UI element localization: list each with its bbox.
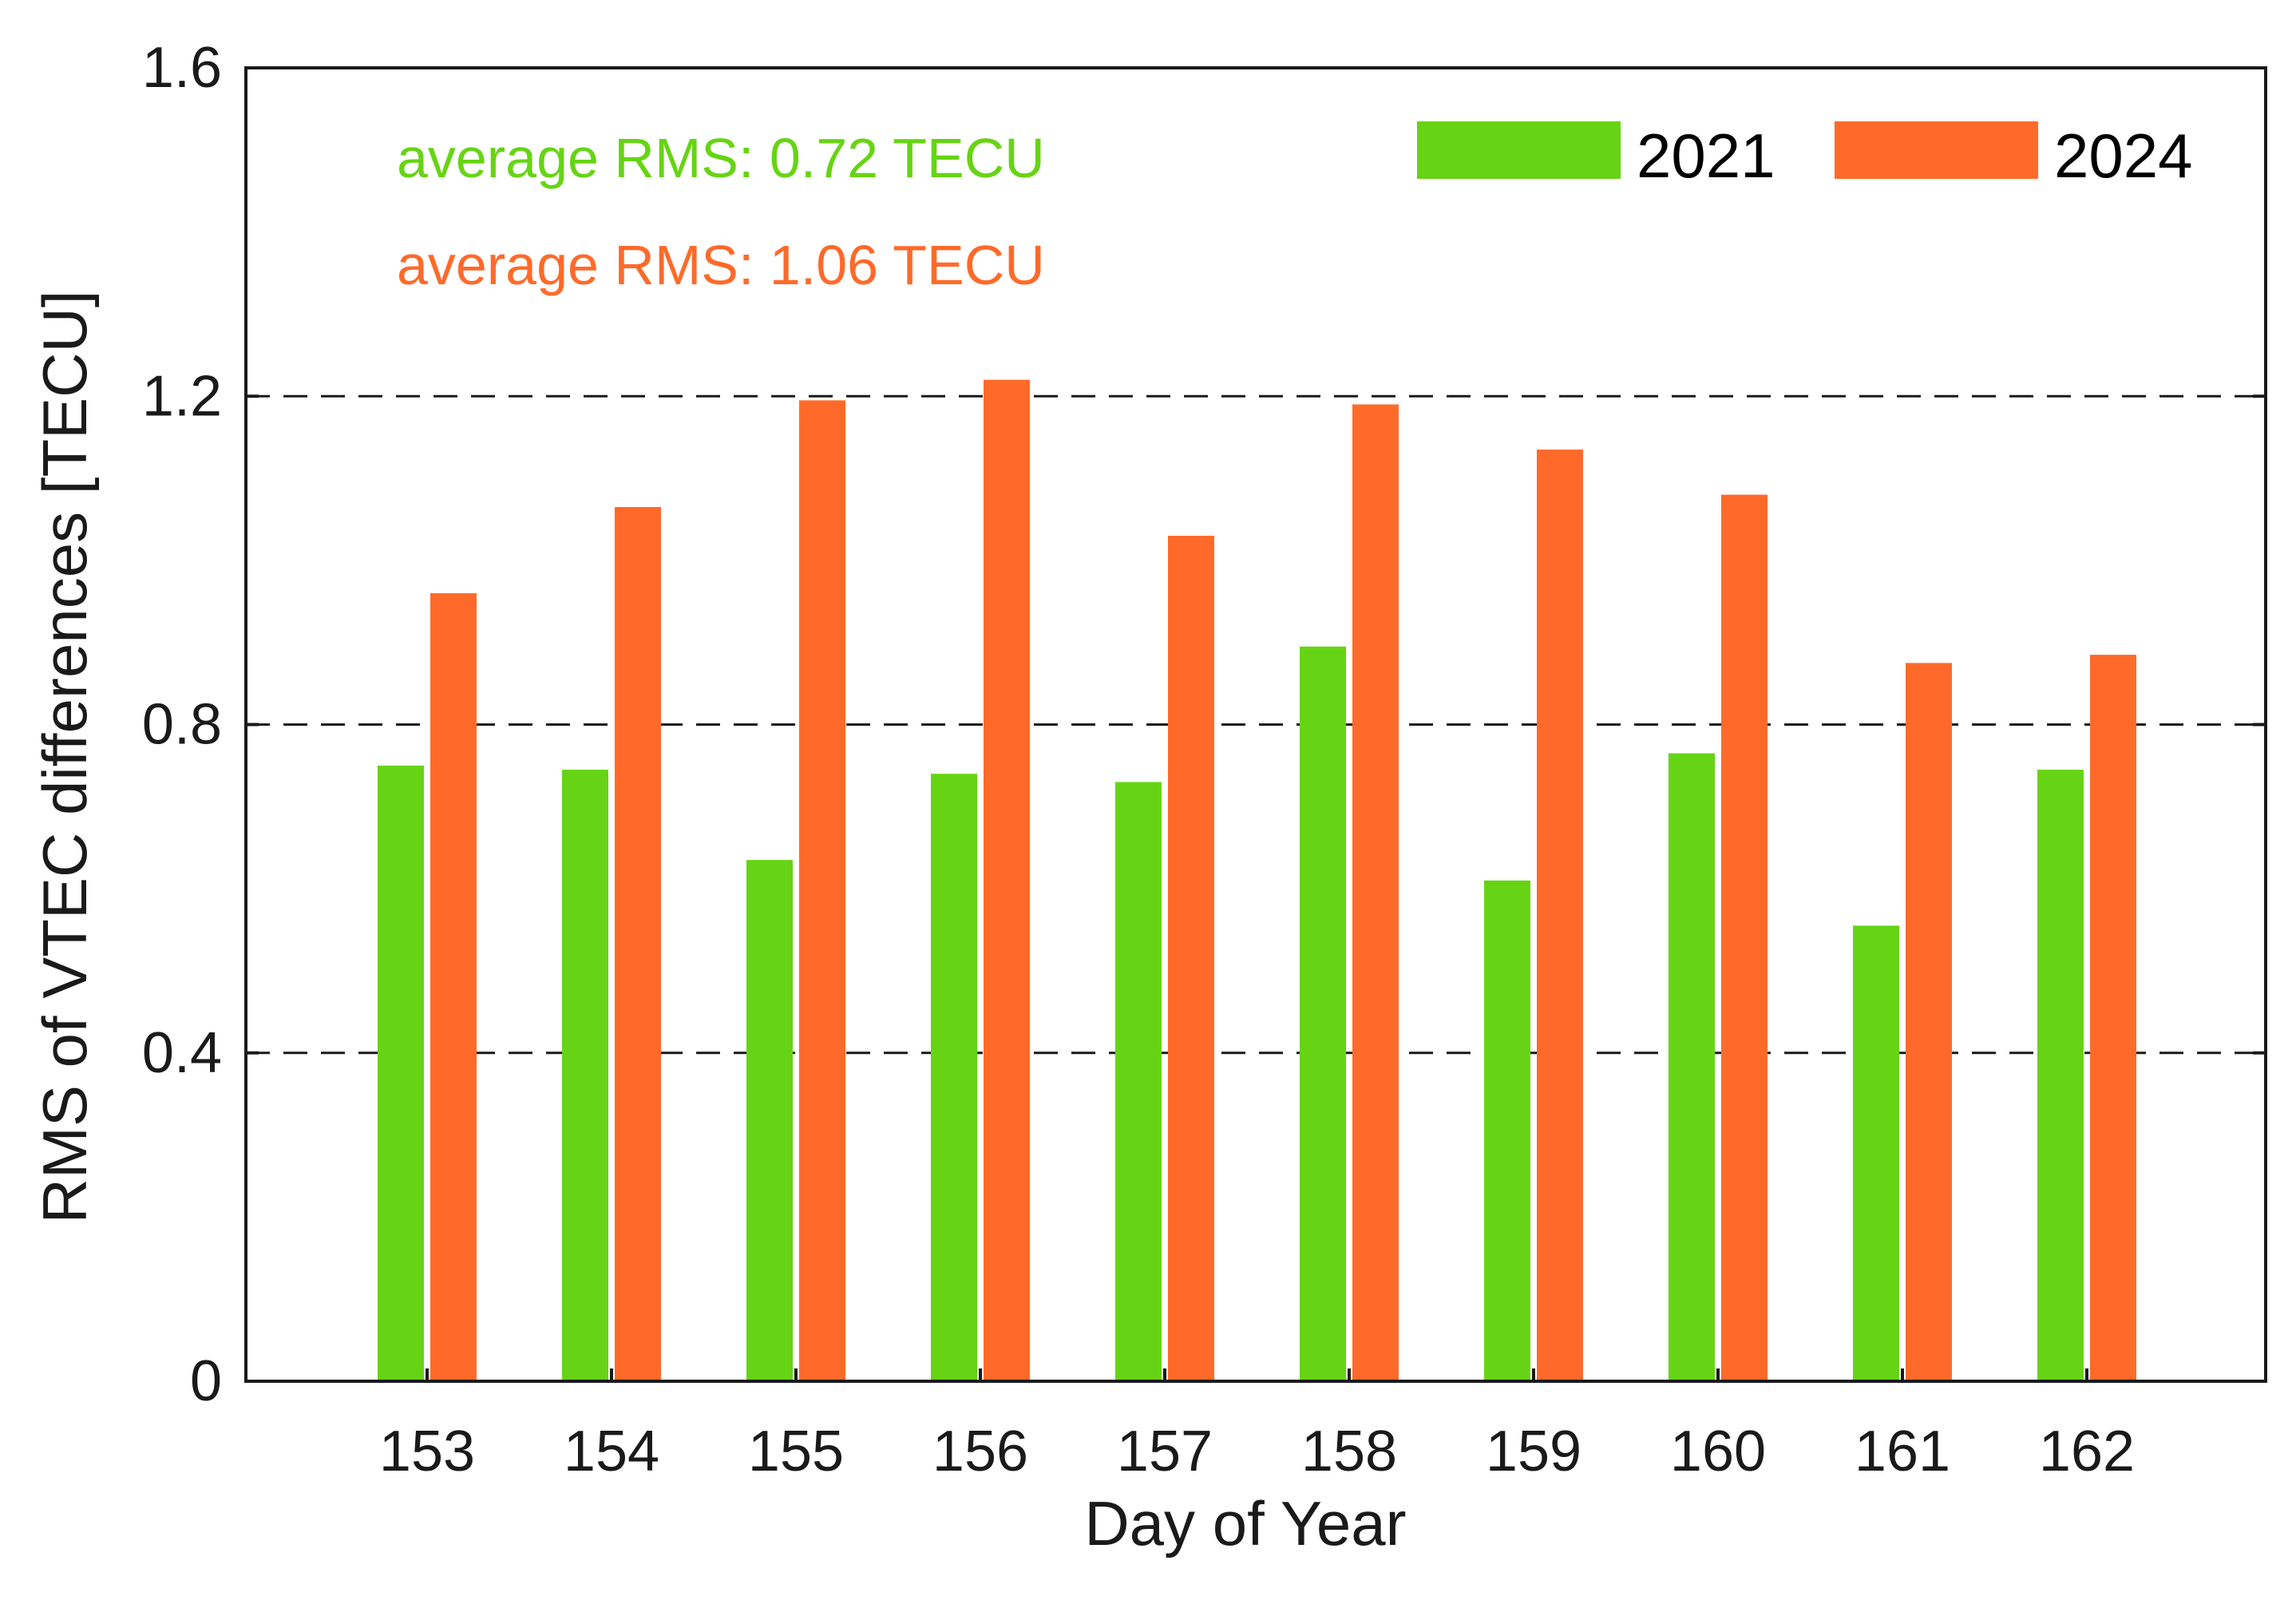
bar-2024-day-157 (1168, 536, 1214, 1381)
bar-2021-day-157 (1115, 782, 1162, 1381)
bar-2024-day-153 (430, 593, 477, 1381)
bar-2024-day-158 (1352, 404, 1399, 1381)
bar-2021-day-155 (746, 860, 793, 1381)
x-tick-label-153: 153 (379, 1420, 475, 1483)
x-tick-label-162: 162 (2039, 1420, 2135, 1483)
bar-2024-day-161 (1906, 663, 1952, 1381)
legend-label-2021: 2021 (1637, 121, 1775, 191)
x-tick-label-159: 159 (1486, 1420, 1581, 1483)
y-axis-ticks: 0 0.4 0.8 1.2 1.6 (142, 36, 2266, 1413)
x-tick-label-154: 154 (564, 1420, 659, 1483)
x-tick-label-155: 155 (748, 1420, 844, 1483)
x-tick-label-158: 158 (1301, 1420, 1397, 1483)
bar-2021-day-161 (1853, 925, 1899, 1381)
legend: 2021 2024 (1417, 121, 2193, 191)
legend-swatch-2024 (1835, 121, 2038, 179)
y-tick-label: 0.4 (142, 1021, 222, 1085)
y-tick-label: 0 (190, 1349, 222, 1413)
bar-2021-day-160 (1669, 753, 1715, 1381)
bar-2024-day-154 (615, 507, 661, 1381)
x-axis-title: Day of Year (1084, 1488, 1406, 1558)
bar-2024-day-162 (2090, 655, 2136, 1381)
y-tick-label: 1.6 (142, 36, 222, 100)
bar-2024-day-159 (1537, 450, 1583, 1381)
legend-swatch-2021 (1417, 121, 1621, 179)
bar-2021-day-154 (562, 770, 608, 1381)
bar-2024-day-155 (799, 400, 845, 1381)
bar-2021-day-153 (378, 765, 424, 1381)
x-tick-label-161: 161 (1855, 1420, 1950, 1483)
x-tick-label-157: 157 (1117, 1420, 1213, 1483)
bar-2024-day-160 (1721, 494, 1768, 1381)
bar-2021-day-159 (1484, 880, 1530, 1381)
x-axis-ticks: 153 154 155 156 157 158 159 160 161 162 (379, 1368, 2135, 1483)
y-axis-title: RMS of VTEC differences [TECU] (30, 291, 100, 1224)
bar-2024-day-156 (984, 379, 1030, 1381)
bar-2021-day-158 (1300, 646, 1346, 1381)
bars (378, 379, 2136, 1381)
legend-label-2024: 2024 (2054, 121, 2193, 191)
average-rms-2021-annotation: average RMS: 0.72 TECU (397, 127, 1045, 189)
bar-2021-day-156 (931, 774, 977, 1381)
y-tick-label: 1.2 (142, 364, 222, 428)
x-tick-label-160: 160 (1670, 1420, 1766, 1483)
y-tick-label: 0.8 (142, 693, 222, 757)
x-tick-label-156: 156 (932, 1420, 1028, 1483)
average-rms-2024-annotation: average RMS: 1.06 TECU (397, 234, 1045, 296)
bar-2021-day-162 (2037, 770, 2084, 1381)
